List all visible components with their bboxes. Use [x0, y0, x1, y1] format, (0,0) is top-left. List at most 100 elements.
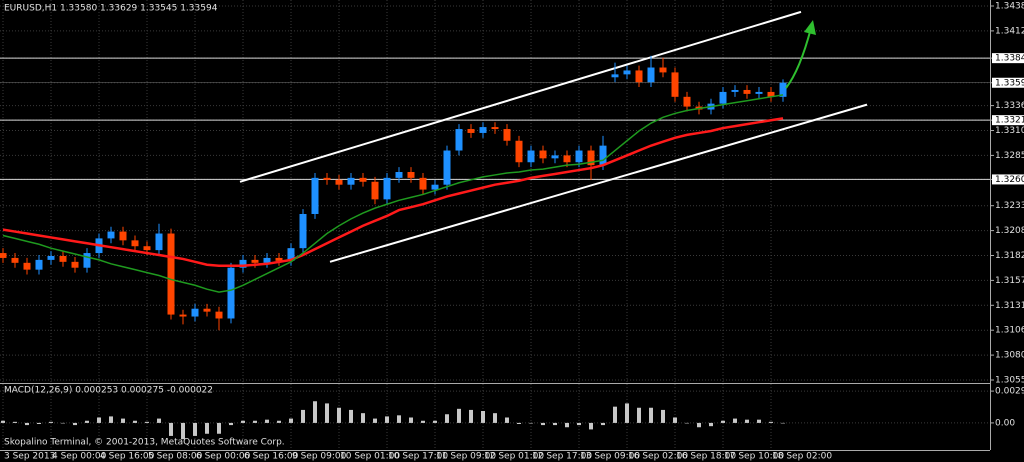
- macd-bar: [25, 422, 29, 426]
- forecast-arrow: [785, 27, 812, 89]
- candle-body: [539, 150, 547, 159]
- candle-body: [743, 89, 751, 94]
- candle-body: [251, 259, 259, 263]
- candle-body: [527, 150, 535, 163]
- macd-bar: [349, 409, 353, 423]
- macd-bar: [673, 417, 677, 423]
- macd-bar: [709, 422, 713, 427]
- macd-bar: [457, 408, 461, 423]
- x-tick-label: 6 Sep 00:00: [196, 452, 251, 462]
- candle-body: [779, 82, 787, 97]
- macd-bar: [697, 422, 701, 428]
- macd-bar: [253, 420, 257, 423]
- candle-body: [599, 145, 607, 166]
- macd-bar: [277, 420, 281, 423]
- candle-body: [275, 257, 283, 261]
- candle-body: [11, 257, 19, 263]
- candle-body: [263, 257, 271, 263]
- macd-bar: [373, 418, 377, 423]
- price-panel: [0, 0, 990, 450]
- macd-bar: [193, 422, 197, 436]
- macd-bar: [541, 422, 545, 426]
- macd-bar: [529, 422, 533, 424]
- x-tick-label: 9 Sep 09:00: [292, 452, 347, 462]
- candle-body: [659, 67, 667, 73]
- y-tick-label: 1.33105: [995, 126, 1024, 136]
- macd-bar: [517, 422, 521, 424]
- y-tick-label: 0.002937: [995, 387, 1024, 397]
- macd-bar: [325, 403, 329, 423]
- candle-body: [419, 177, 427, 190]
- y-tick-label: 1.32850: [995, 151, 1024, 161]
- macd-bar: [217, 422, 221, 434]
- candle-body: [131, 240, 139, 247]
- candle-body: [83, 253, 91, 268]
- y-tick-label: 1.31315: [995, 301, 1024, 311]
- macd-bar: [301, 409, 305, 423]
- x-tick-label: 16 Sep 02:00: [628, 452, 688, 462]
- y-tick-label: 1.33594: [995, 78, 1024, 88]
- x-tick-label: 3 Sep 2013: [4, 452, 55, 462]
- price-label-box: [992, 77, 1024, 88]
- y-tick-label: 1.32604: [995, 175, 1024, 185]
- macd-bar: [757, 419, 761, 423]
- y-tick-label: 1.30805: [995, 351, 1024, 361]
- macd-bar: [181, 422, 185, 440]
- macd-bar: [241, 420, 245, 423]
- candle-body: [167, 233, 175, 315]
- macd-bar: [505, 417, 509, 423]
- candle-body: [299, 213, 307, 249]
- macd-panel: [0, 390, 990, 440]
- candle-body: [323, 177, 331, 180]
- macd-bar: [625, 403, 629, 423]
- candle-body: [107, 231, 115, 239]
- y-tick-label: 1.32335: [995, 201, 1024, 211]
- x-tick-label: 4 Sep 16:00: [100, 452, 155, 462]
- candle-body: [395, 172, 403, 178]
- candle-body: [371, 181, 379, 200]
- x-tick-label: 18 Sep 02:00: [772, 452, 832, 462]
- candle-body: [623, 70, 631, 75]
- x-tick-label: 11 Sep 09:00: [436, 452, 496, 462]
- macd-bar: [649, 407, 653, 423]
- macd-bar: [289, 418, 293, 423]
- macd-bar: [229, 422, 233, 426]
- candle-body: [143, 246, 151, 251]
- candle-body: [563, 155, 571, 163]
- candle-body: [407, 172, 415, 178]
- y-tick-label: 1.33360: [995, 101, 1024, 111]
- trendline: [329, 103, 868, 263]
- macd-bar: [61, 422, 65, 424]
- candle-body: [239, 259, 247, 268]
- candle-body: [383, 177, 391, 200]
- candle-body: [59, 255, 67, 262]
- price-label-box: [992, 174, 1024, 185]
- x-tick-label: 12 Sep 01:00: [484, 452, 544, 462]
- candle-body: [287, 248, 295, 261]
- candle-body: [491, 127, 499, 130]
- candle-body: [119, 231, 127, 241]
- macd-bar: [733, 418, 737, 423]
- macd-bar: [469, 409, 473, 423]
- candle-body: [347, 177, 355, 185]
- macd-bar: [553, 422, 557, 426]
- x-tick-label: 10 Sep 17:00: [388, 452, 448, 462]
- candle-body: [671, 72, 679, 97]
- macd-bar: [361, 413, 365, 423]
- macd-bar: [613, 406, 617, 423]
- candle-body: [503, 129, 511, 141]
- macd-bar: [781, 422, 785, 424]
- x-tick-label: 13 Sep 09:00: [580, 452, 640, 462]
- candle-body: [467, 129, 475, 133]
- macd-bar: [721, 420, 725, 423]
- x-tick-label: 16 Sep 18:00: [676, 452, 736, 462]
- forecast-arrow-head: [804, 20, 816, 35]
- macd-bar: [169, 422, 173, 436]
- y-tick-label: 1.31825: [995, 251, 1024, 261]
- candle-body: [311, 177, 319, 214]
- macd-bar: [121, 418, 125, 423]
- macd-bar: [433, 420, 437, 423]
- y-tick-label: 1.31060: [995, 326, 1024, 336]
- macd-bar: [85, 420, 89, 423]
